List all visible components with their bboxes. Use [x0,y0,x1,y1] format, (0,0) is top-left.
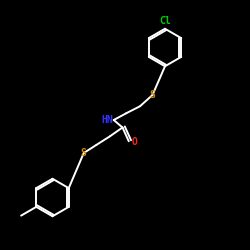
Text: S: S [150,90,156,100]
Text: S: S [81,148,87,158]
Text: O: O [132,137,138,147]
Text: HN: HN [101,115,113,125]
Text: Cl: Cl [159,16,171,26]
